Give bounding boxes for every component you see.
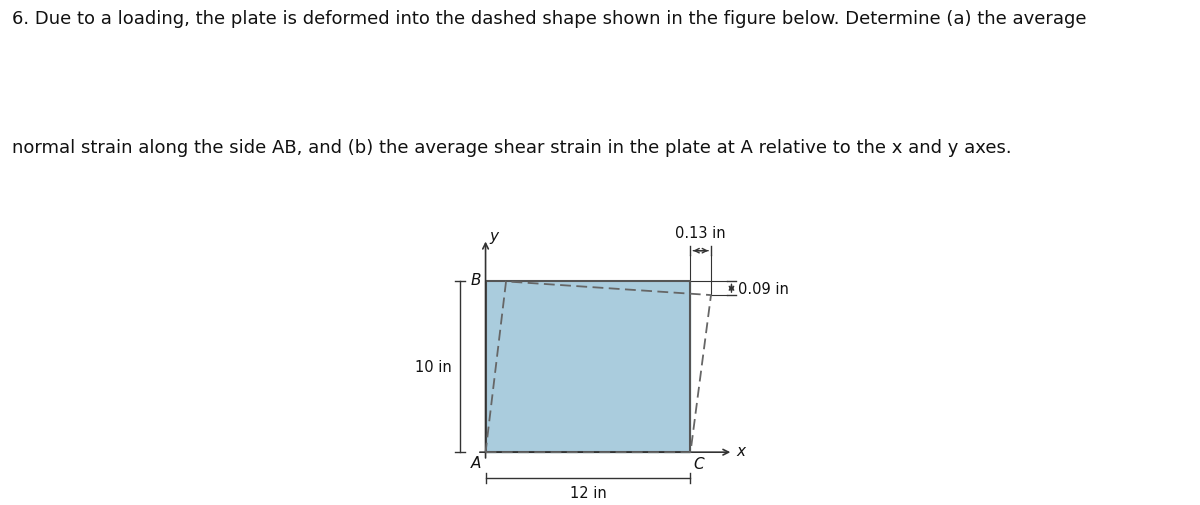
Text: y: y [488, 228, 498, 243]
Text: C: C [694, 456, 703, 471]
Text: B: B [470, 273, 481, 288]
Text: 6. Due to a loading, the plate is deformed into the dashed shape shown in the fi: 6. Due to a loading, the plate is deform… [12, 10, 1086, 27]
Polygon shape [486, 282, 690, 452]
Text: 10 in: 10 in [415, 360, 451, 375]
Text: 0.13 in: 0.13 in [676, 226, 726, 241]
Text: A: A [470, 455, 481, 470]
Text: normal strain along the side AB, and (b) the average shear strain in the plate a: normal strain along the side AB, and (b)… [12, 138, 1012, 157]
Text: 0.09 in: 0.09 in [738, 281, 790, 296]
Text: x: x [737, 443, 745, 458]
Text: 12 in: 12 in [570, 485, 606, 499]
